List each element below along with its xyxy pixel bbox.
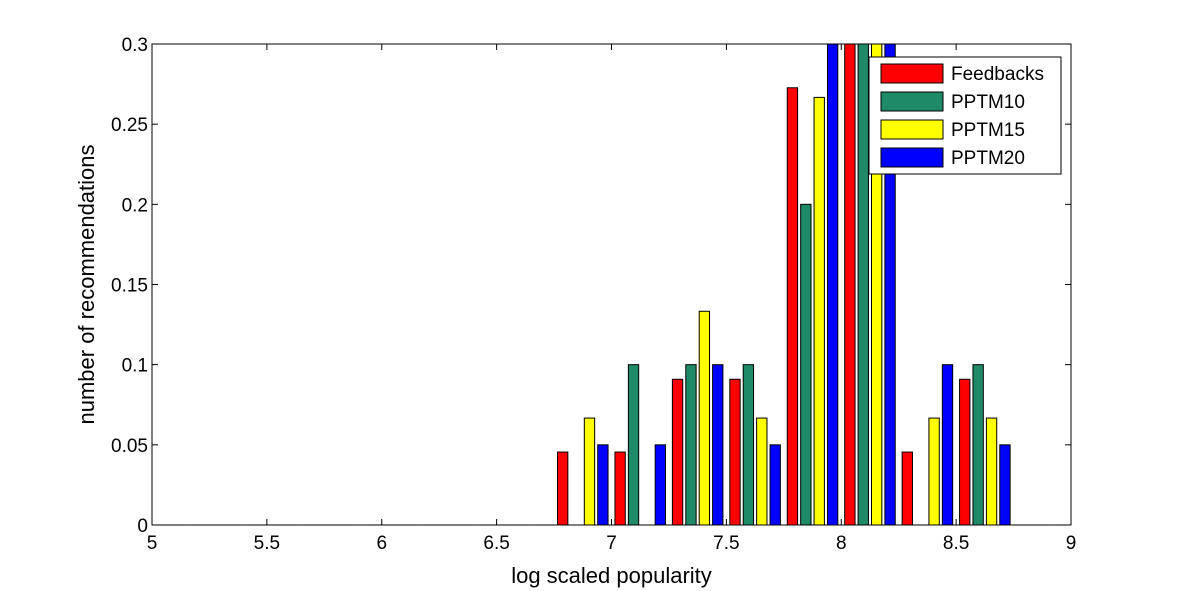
bar-pptm20-7 (597, 444, 609, 526)
bar-pptm20-9 (712, 364, 724, 526)
bar-feedbacks-13 (901, 451, 913, 526)
bar-feedbacks-14 (959, 378, 971, 526)
y-tick-label: 0.2 (122, 195, 148, 216)
bar-pptm15-10 (756, 417, 768, 526)
legend-swatch-pptm15 (880, 119, 944, 140)
y-tick-label: 0.15 (111, 276, 148, 297)
axis-ticks: 5 5.5 6 6.5 7 7.5 8 8.5 9 0 0.05 0.1 0.15 0.2 0.25 0.3 (111, 35, 1076, 554)
legend-label-feedbacks: Feedbacks (951, 64, 1044, 85)
bar-pptm20-10 (769, 444, 781, 526)
bar-pptm20-13 (941, 364, 954, 526)
bar-pptm20-14 (999, 444, 1011, 526)
legend-swatch-pptm10 (880, 91, 944, 112)
x-tick-label: 6.5 (483, 533, 509, 554)
bar-feedbacks-12 (844, 43, 856, 526)
y-tick-label: 0.3 (122, 35, 148, 56)
y-tick-label: 0 (137, 516, 148, 537)
x-tick-label: 8.5 (943, 533, 969, 554)
x-tick-label: 5 (147, 533, 158, 554)
legend: Feedbacks PPTM10 PPTM15 PPTM20 (868, 56, 1062, 175)
legend-label-pptm20: PPTM20 (951, 148, 1025, 169)
bar-pptm10-12 (857, 43, 869, 526)
bar-pptm20-8 (654, 444, 666, 526)
bar-pptm15-7 (583, 417, 596, 526)
bar-feedbacks-11 (786, 87, 799, 526)
y-tick-label: 0.1 (122, 356, 148, 377)
bar-pptm15-14 (985, 417, 998, 526)
y-tick-label: 0.05 (111, 436, 148, 457)
bar-pptm10-9 (685, 364, 697, 526)
bar-pptm10-14 (972, 364, 984, 526)
bar-feedbacks-10 (729, 378, 741, 526)
x-axis-label: log scaled popularity (511, 563, 712, 588)
x-tick-label: 6 (376, 533, 387, 554)
bar-feedbacks-8 (614, 451, 626, 526)
x-tick-label: 7.5 (713, 533, 739, 554)
x-tick-label: 7 (606, 533, 617, 554)
bar-pptm20-11 (826, 43, 839, 526)
x-tick-label: 9 (1066, 533, 1077, 554)
legend-label-pptm10: PPTM10 (951, 92, 1025, 113)
y-tick-label: 0.25 (111, 115, 148, 136)
bar-pptm15-13 (928, 417, 940, 526)
legend-label-pptm15: PPTM15 (951, 120, 1025, 141)
bar-feedbacks-9 (671, 378, 684, 526)
bar-pptm15-9 (698, 310, 711, 526)
legend-swatch-feedbacks (880, 63, 944, 84)
bar-pptm10-11 (800, 203, 812, 526)
legend-swatch-pptm20 (880, 147, 944, 168)
bar-feedbacks-7 (557, 451, 569, 526)
y-axis-label: number of recommendations (74, 144, 99, 424)
x-tick-label: 8 (836, 533, 847, 554)
bar-pptm15-11 (813, 96, 825, 526)
x-tick-label: 5.5 (254, 533, 280, 554)
bar-pptm10-10 (742, 364, 755, 526)
bar-pptm10-8 (627, 364, 640, 526)
